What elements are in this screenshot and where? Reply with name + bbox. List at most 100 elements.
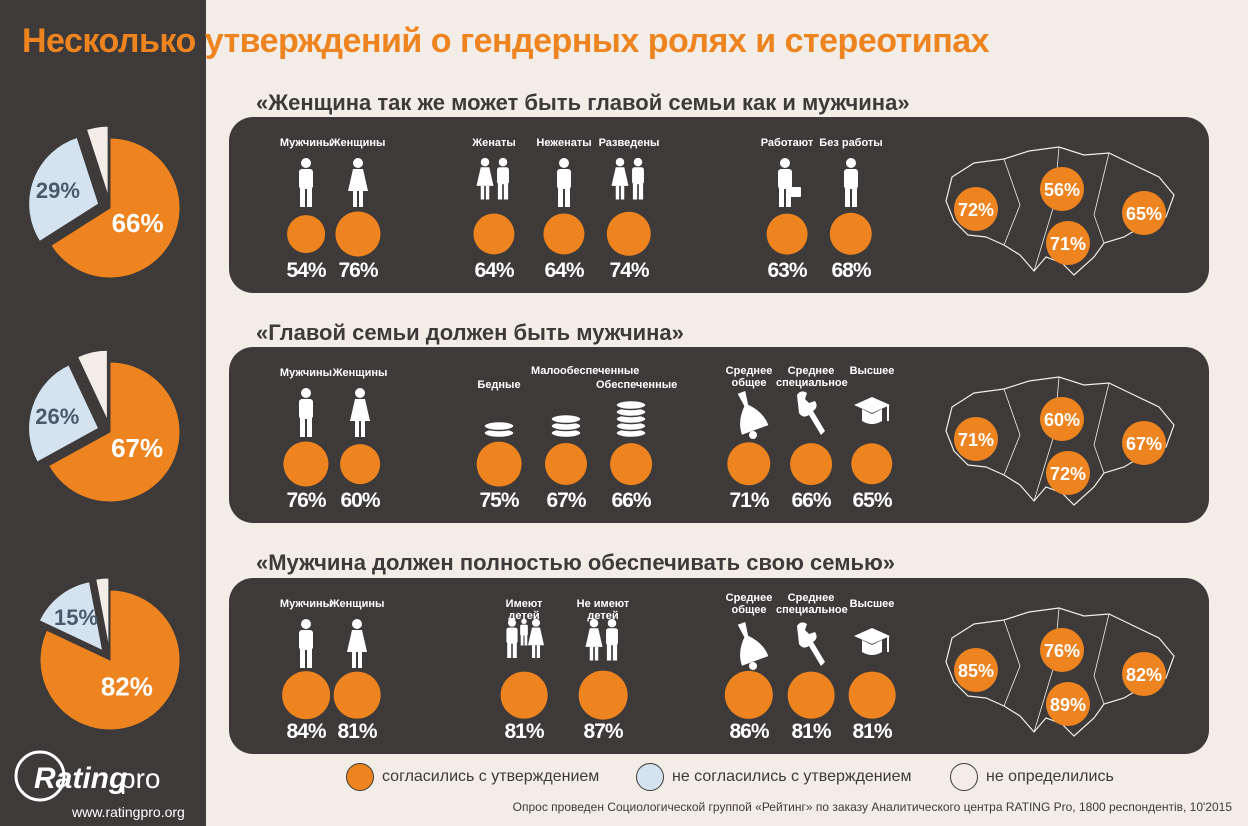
region-label: 85% [958,661,994,681]
value-label: 81% [504,720,544,743]
group-label: Не имеют детей [576,598,630,622]
value-dot [335,211,381,257]
woman-icon [338,157,378,214]
group-label: Неженаты [536,137,592,149]
woman-icon [337,618,377,675]
site-url: www.ratingpro.org [72,804,185,820]
group-label: Разведены [598,137,660,149]
wrench-icon [791,618,831,675]
group-label: Среднее специальное [776,592,848,616]
pie-label: 67% [111,433,163,463]
group-label: Без работы [819,137,883,149]
region-dot [1046,682,1090,726]
region-label: 71% [958,430,994,450]
region-label: 72% [1050,464,1086,484]
legend-disagree: не согласились с утверждением [636,762,911,792]
pie-slice [28,136,100,243]
region-label: 60% [1044,410,1080,430]
value-dot [578,670,628,720]
unemployed-man-icon [831,157,871,214]
region-dot [954,648,998,692]
region-label: 72% [958,200,994,220]
ukraine-map: 85% 76% 89% 82% [945,607,1175,737]
legend-disagree-swatch [636,763,664,791]
man-icon [286,387,326,444]
region-dot [954,417,998,461]
region-dot [1046,221,1090,265]
pie-chart: 67% 26% [28,349,181,503]
group-label: Работают [760,137,814,149]
coins-small-icon [479,387,519,444]
region-dot [1040,397,1084,441]
value-dot [766,213,808,255]
region-dot [1122,652,1166,696]
pie-slice [76,349,108,421]
value-dot [727,442,771,486]
legend-agree-swatch [346,763,374,791]
value-label: 66% [611,489,651,512]
group-label: Женщины [330,137,386,149]
logo-brand: Rating [34,762,127,795]
value-dot [543,213,585,255]
pie-label: 82% [101,672,153,702]
legend-disagree-label: не согласились с утверждением [672,768,912,785]
group-label: Имеют детей [505,598,543,622]
group-label: Высшее [849,598,895,610]
married-couple-icon [474,157,514,214]
region-dot [954,187,998,231]
pie-slice [28,364,100,463]
pie-label: 29% [36,178,80,203]
logo-suffix: pro [120,763,160,794]
ukraine-map: 71% 60% 72% 67% [945,376,1175,506]
region-label: 67% [1126,434,1162,454]
region-label: 82% [1126,665,1162,685]
group-label: Женщины [332,367,388,379]
pie-label: 66% [112,208,164,238]
coins-medium-icon [546,387,586,444]
value-dot [544,442,588,486]
value-dot [787,671,835,719]
graduation-cap-icon [852,387,892,444]
value-label: 67% [546,489,586,512]
group-label: Мужчины [279,598,333,610]
page-title: Несколько утверждений о гендерных ролях … [22,22,990,60]
group-label: Высшее [849,365,895,377]
value-dot [606,211,652,257]
value-label: 86% [729,720,769,743]
value-label: 75% [479,489,519,512]
value-dot [848,671,896,719]
pie-slice [50,137,181,279]
region-dot [1046,451,1090,495]
legend-agree: согласились с утверждением [346,762,599,792]
value-dot [724,670,774,720]
value-label: 60% [340,489,380,512]
group-label: Женаты [472,137,516,149]
ukraine-map: 72% 56% 71% 65% [945,146,1175,276]
divorced-couple-icon [609,157,649,214]
value-label: 76% [286,489,326,512]
group-label: Бедные [477,379,521,391]
value-dot [610,443,652,485]
family-icon [504,618,544,675]
couple-icon [583,618,623,675]
value-dot [473,213,515,255]
value-dot [287,215,325,253]
statement-panel: Мужчины 84% Женщины 81% Имеют детей 81% Не име… [229,578,1209,754]
group-label: Мужчины [279,367,333,379]
legend-undecided: не определились [950,762,1114,792]
statement-title: «Главой семьи должен быть мужчина» [256,320,684,345]
school-bell-icon [729,618,769,675]
value-label: 81% [337,720,377,743]
value-label: 66% [791,489,831,512]
value-label: 84% [286,720,326,743]
man-icon [286,157,326,214]
value-label: 68% [831,259,871,282]
value-dot [851,443,893,485]
value-dot [829,212,873,256]
region-dot [1122,421,1166,465]
value-label: 74% [609,259,649,282]
pie-slice [39,589,181,731]
graduation-cap-icon [852,618,892,675]
group-label: Обеспеченные [596,379,678,391]
value-dot [500,671,548,719]
